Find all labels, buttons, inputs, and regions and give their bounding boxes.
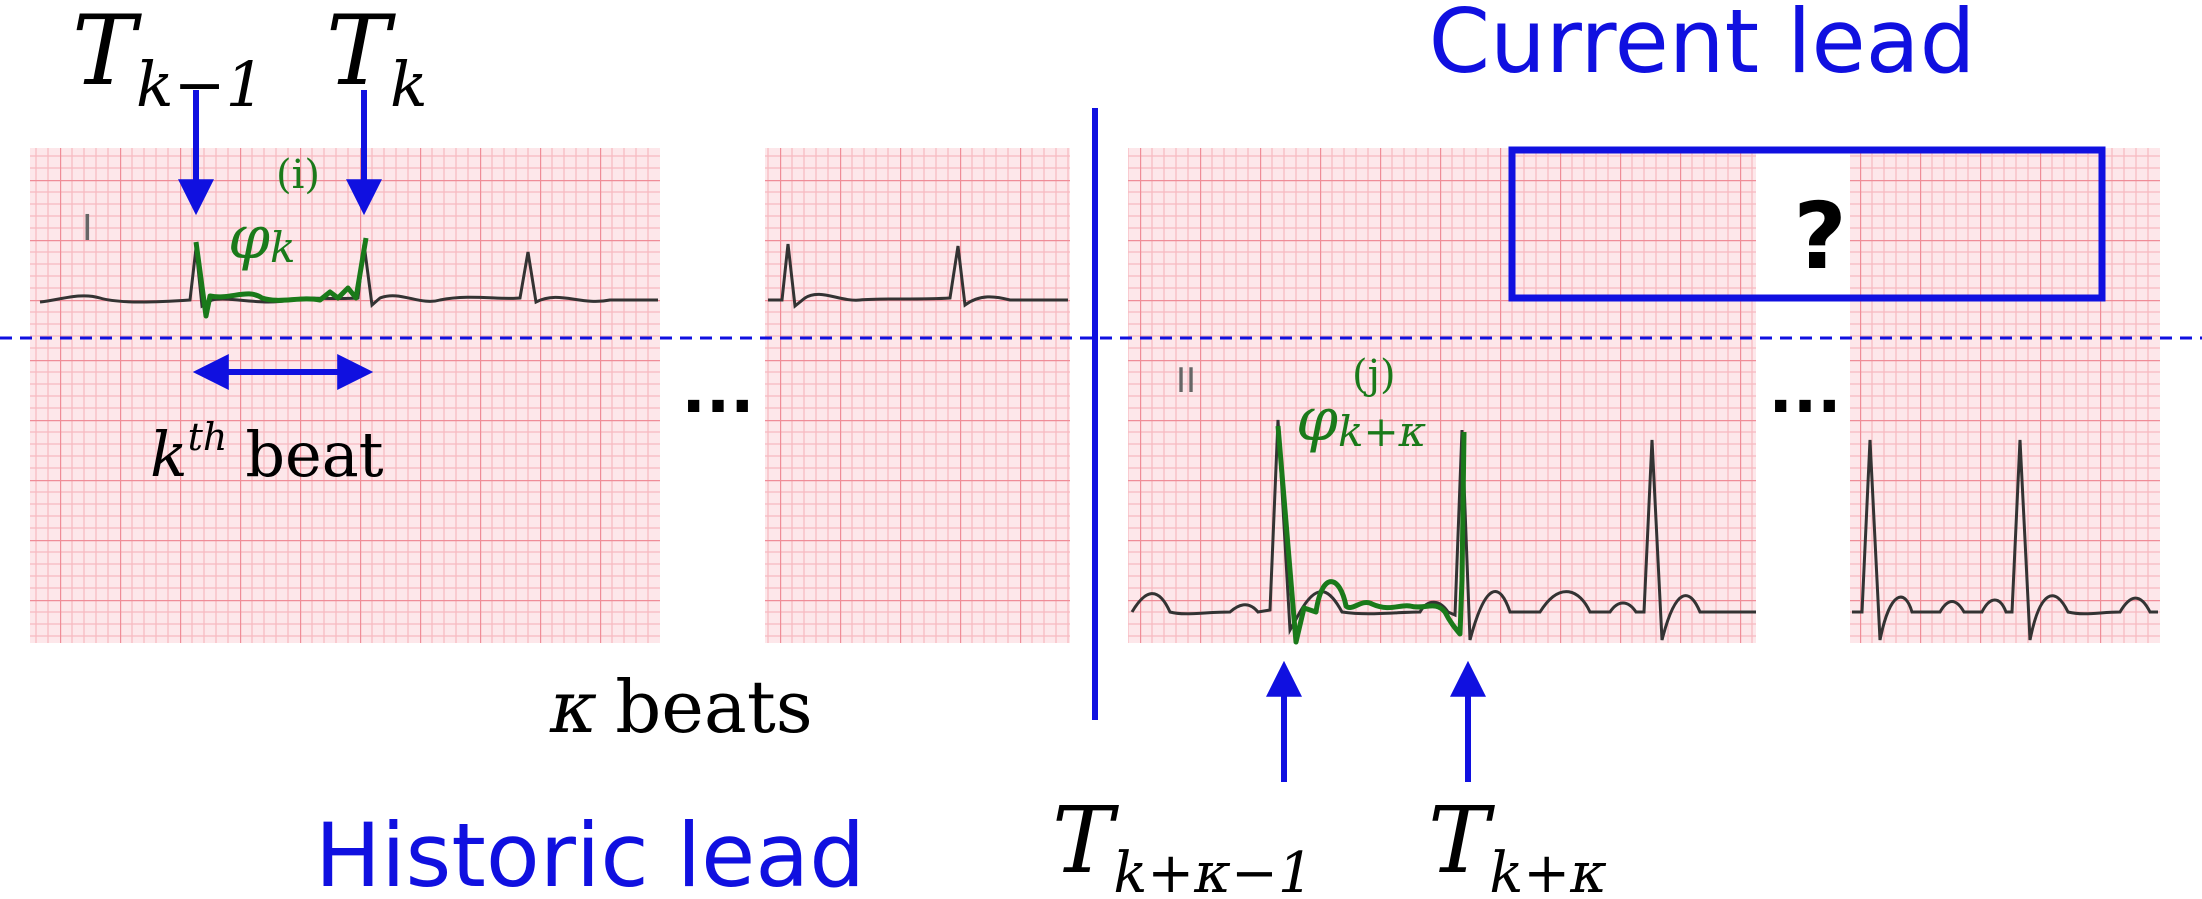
ecg-trace-historic-2 <box>768 243 1068 309</box>
ecg-panel-current-2 <box>1850 148 2160 643</box>
ecg-panel-current-1 <box>1128 148 1756 643</box>
kth-beat-label: kth beat <box>150 415 384 491</box>
phi-k-superscript: (i) <box>276 152 320 198</box>
lead-label-one: I <box>82 208 93 249</box>
phi-subscript: k+κ <box>1338 407 1426 456</box>
t-k-kappa-minus-1-label: Tk+κ−1 <box>1052 787 1314 899</box>
current-lead-title: Current lead <box>1429 0 1976 93</box>
beat-superscript: th <box>188 415 228 459</box>
ecg-panel-historic-2 <box>765 148 1070 643</box>
t-base: T <box>1052 787 1119 894</box>
unknown-region-mask <box>1757 148 1850 643</box>
kappa-beats-word: beats <box>615 665 813 749</box>
ellipsis-historic: ... <box>682 354 755 428</box>
lead-label-two: II <box>1176 361 1196 401</box>
t-subscript: k+κ−1 <box>1113 841 1313 899</box>
ecg-trace-current-1 <box>1130 419 1756 641</box>
kappa-symbol: κ <box>549 665 597 749</box>
phi-base: φ <box>1296 385 1338 455</box>
t-base: T <box>72 0 142 107</box>
historic-lead-title: Historic lead <box>315 804 865 899</box>
ecg-panel-historic-1 <box>30 148 660 643</box>
kappa-beats-label: κ beats <box>549 665 813 749</box>
beat-word: beat <box>245 418 383 491</box>
highlighted-beat-k-plus-kappa <box>1275 425 1467 645</box>
t-k-kappa-label: Tk+κ <box>1428 787 1607 899</box>
phi-k-kappa-label: φk+κ <box>1296 385 1426 456</box>
t-base: T <box>1428 787 1495 894</box>
t-k-minus-1-label: Tk−1 <box>72 0 265 121</box>
question-mark: ? <box>1793 183 1846 290</box>
t-base: T <box>326 0 396 107</box>
beat-k: k <box>150 418 188 491</box>
ellipsis-current: ... <box>1769 354 1842 428</box>
phi-base: φ <box>228 203 270 273</box>
t-subscript: k+κ <box>1489 841 1607 899</box>
t-subscript: k−1 <box>136 48 265 121</box>
phi-k-label: φk <box>228 203 295 273</box>
unknown-box <box>1508 146 2106 302</box>
t-subscript: k <box>390 48 428 121</box>
phi-k-kappa-superscript: (j) <box>1352 352 1396 398</box>
ecg-trace-current-2 <box>1852 439 2158 641</box>
phi-subscript: k <box>270 223 295 272</box>
t-k-label: Tk <box>326 0 428 121</box>
highlighted-beat-k <box>193 237 369 319</box>
